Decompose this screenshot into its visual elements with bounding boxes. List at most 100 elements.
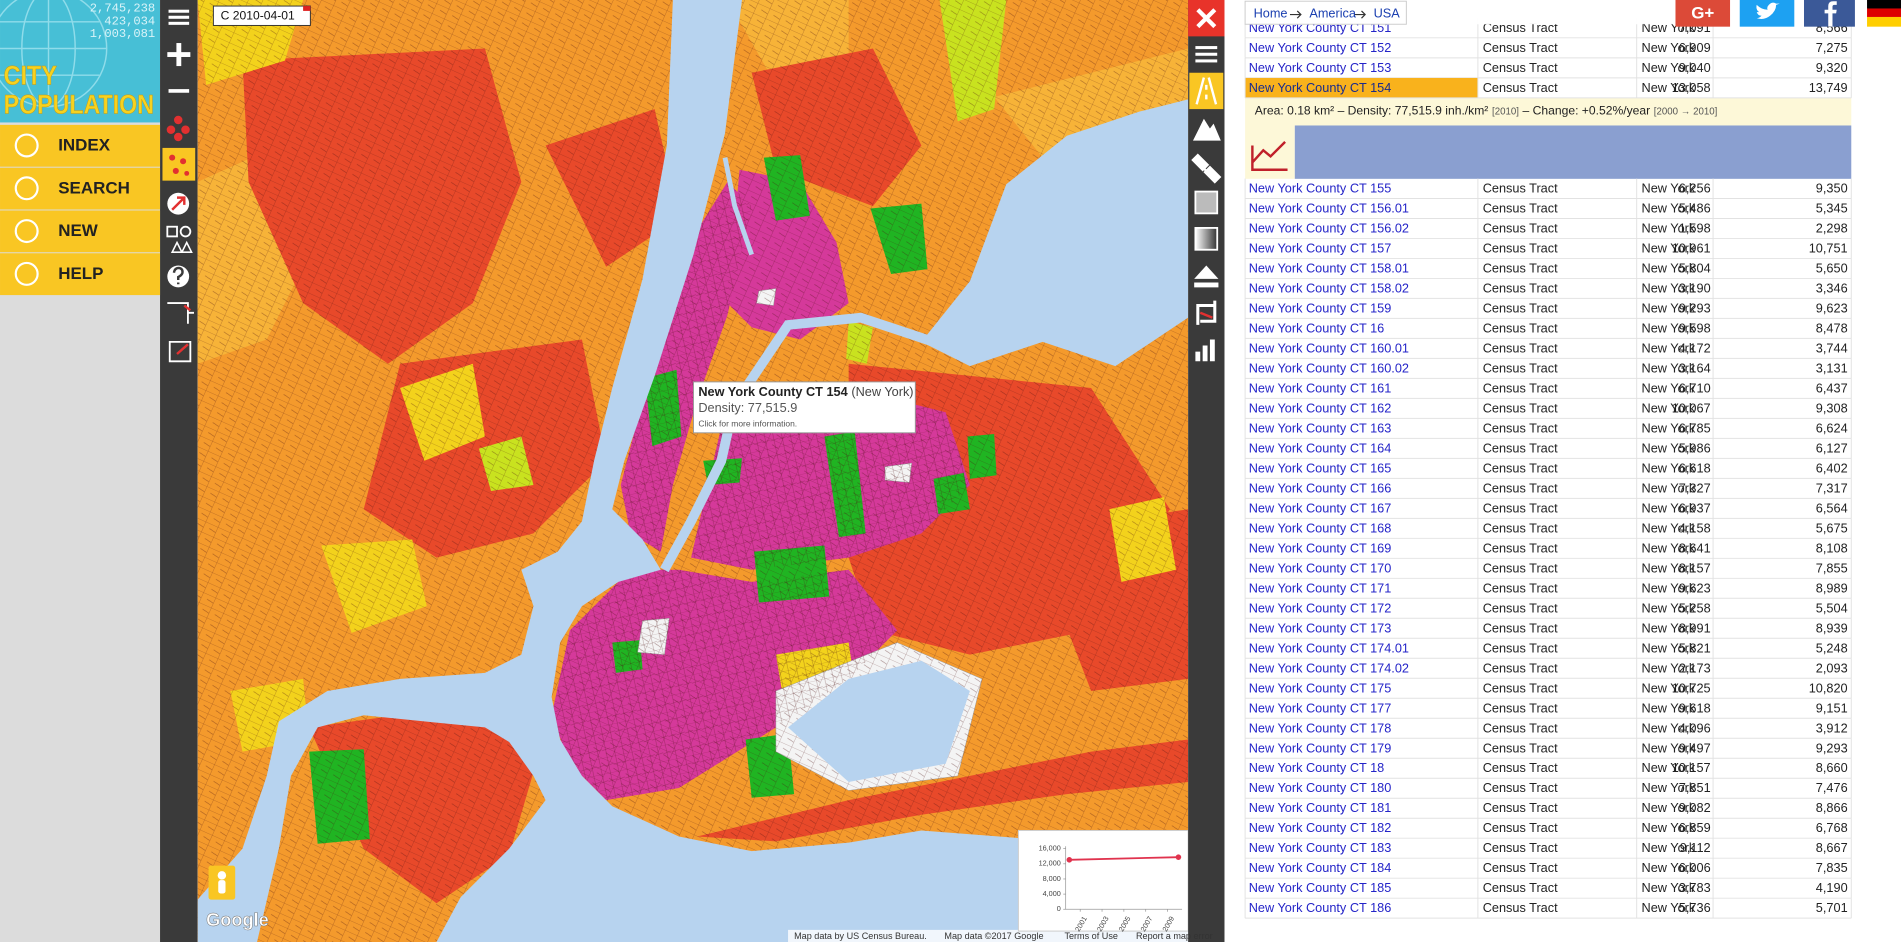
chart-row-icon[interactable] xyxy=(1251,140,1288,171)
share-label[interactable]: G+ xyxy=(1691,3,1714,22)
map[interactable] xyxy=(197,0,1189,942)
table-link[interactable]: New York County CT 186 xyxy=(1249,900,1392,915)
table-link[interactable]: New York County CT 161 xyxy=(1249,380,1392,395)
cluster-icon[interactable] xyxy=(181,125,190,134)
table-link[interactable]: New York County CT 170 xyxy=(1249,560,1392,575)
rotate-icon[interactable] xyxy=(1196,300,1217,325)
table-link[interactable]: New York County CT 160.01 xyxy=(1249,340,1409,355)
table-link[interactable]: New York County CT 180 xyxy=(1249,780,1392,795)
dots-icon[interactable] xyxy=(172,167,179,174)
table-link[interactable]: New York County CT 181 xyxy=(1249,800,1392,815)
table-link[interactable]: New York County CT 154 xyxy=(1249,80,1392,95)
menu-icon[interactable] xyxy=(168,21,190,25)
shapes-icon[interactable] xyxy=(179,225,192,238)
table-link[interactable]: New York County CT 183 xyxy=(1249,840,1392,855)
menu-label[interactable]: HELP xyxy=(58,264,103,283)
help-mark[interactable] xyxy=(172,266,184,285)
table-link[interactable]: New York County CT 155 xyxy=(1249,180,1392,195)
menu-label[interactable]: INDEX xyxy=(58,136,111,155)
road-active[interactable] xyxy=(1189,72,1224,110)
zoom-in[interactable] xyxy=(176,43,182,67)
menu-item[interactable] xyxy=(0,253,161,296)
facebook-f[interactable] xyxy=(1824,1,1837,27)
breadcrumb-link[interactable]: Home xyxy=(1254,5,1288,20)
table-link[interactable]: New York County CT 182 xyxy=(1249,820,1392,835)
eject-icon[interactable] xyxy=(1194,265,1219,288)
table-link[interactable]: New York County CT 174.01 xyxy=(1249,640,1409,655)
table-link[interactable]: New York County CT 159 xyxy=(1249,300,1392,315)
shapes-icon[interactable] xyxy=(166,225,178,238)
table-link[interactable]: New York County CT 171 xyxy=(1249,580,1392,595)
table-link[interactable]: New York County CT 158.01 xyxy=(1249,260,1409,275)
dots-active[interactable] xyxy=(162,147,196,181)
chart-icon[interactable] xyxy=(1195,339,1215,362)
dots-icon[interactable] xyxy=(169,154,176,161)
cluster-icon[interactable] xyxy=(166,125,176,134)
menu-label[interactable]: NEW xyxy=(58,221,98,240)
table-link[interactable]: New York County CT 163 xyxy=(1249,420,1392,435)
table-link[interactable]: New York County CT 160.02 xyxy=(1249,360,1409,375)
road-icon[interactable] xyxy=(1195,77,1218,105)
square-icon[interactable] xyxy=(1194,190,1219,215)
satellite-icon[interactable] xyxy=(1191,153,1222,184)
table-link[interactable]: New York County CT 184 xyxy=(1249,860,1392,875)
table-link[interactable]: New York County CT 164 xyxy=(1249,440,1392,455)
table-link[interactable]: New York County CT 175 xyxy=(1249,680,1392,695)
table-link[interactable]: New York County CT 18 xyxy=(1249,760,1385,775)
table-link[interactable]: New York County CT 178 xyxy=(1249,720,1392,735)
table-link[interactable]: New York County CT 166 xyxy=(1249,480,1392,495)
cluster-icon[interactable] xyxy=(173,115,183,125)
terrain-icon[interactable] xyxy=(1192,118,1221,141)
table-link[interactable]: New York County CT 173 xyxy=(1249,620,1392,635)
menu-label[interactable]: SEARCH xyxy=(58,178,130,197)
table-link[interactable]: New York County CT 158.02 xyxy=(1249,280,1409,295)
flag-de[interactable] xyxy=(1867,0,1901,9)
flag-de[interactable] xyxy=(1867,8,1901,17)
menu-icon[interactable] xyxy=(1195,46,1218,50)
menu-icon[interactable] xyxy=(168,15,190,19)
table-link[interactable]: New York County CT 156.02 xyxy=(1249,220,1409,235)
twitter-bird[interactable] xyxy=(1756,2,1780,19)
flag-de[interactable] xyxy=(1867,16,1901,27)
breadcrumb-link[interactable]: USA xyxy=(1374,5,1401,20)
rotate-mark[interactable] xyxy=(1199,311,1213,319)
menu-item[interactable] xyxy=(0,167,161,210)
zoom-out[interactable] xyxy=(168,89,190,93)
table-link[interactable]: New York County CT 185 xyxy=(1249,880,1392,895)
table-link[interactable]: New York County CT 179 xyxy=(1249,740,1392,755)
close-x[interactable] xyxy=(1196,8,1217,29)
table-link[interactable]: New York County CT 16 xyxy=(1249,320,1385,335)
table-link[interactable]: New York County CT 156.01 xyxy=(1249,200,1409,215)
locate-arrow[interactable] xyxy=(171,196,186,211)
toolbar-icons[interactable] xyxy=(162,9,196,363)
crop-icon[interactable] xyxy=(168,340,192,363)
breadcrumb-link[interactable]: America xyxy=(1309,5,1357,20)
crop-mark[interactable] xyxy=(176,343,189,355)
table-link[interactable]: New York County CT 172 xyxy=(1249,600,1392,615)
menu-item[interactable] xyxy=(0,210,161,253)
cluster-icon[interactable] xyxy=(173,132,183,142)
contrast-icon[interactable] xyxy=(1194,227,1219,251)
attribution[interactable]: Terms of Use xyxy=(1064,931,1117,941)
table-link[interactable]: New York County CT 153 xyxy=(1249,60,1392,75)
shapes-icon[interactable] xyxy=(170,240,193,253)
menu-icon[interactable] xyxy=(1195,59,1218,63)
attribution[interactable]: Report a map error xyxy=(1136,931,1213,941)
dots-icon[interactable] xyxy=(180,158,187,165)
table-link[interactable]: New York County CT 152 xyxy=(1249,40,1392,55)
table-link[interactable]: New York County CT 174.02 xyxy=(1249,660,1409,675)
table-link[interactable]: New York County CT 162 xyxy=(1249,400,1392,415)
table-link[interactable]: New York County CT 165 xyxy=(1249,460,1392,475)
menu-item[interactable] xyxy=(0,124,161,167)
crop-icon[interactable] xyxy=(167,302,194,324)
table-link[interactable]: New York County CT 168 xyxy=(1249,520,1392,535)
dots-icon[interactable] xyxy=(184,170,190,176)
share-google[interactable] xyxy=(1675,0,1731,27)
table-link[interactable]: New York County CT 177 xyxy=(1249,700,1392,715)
table-link[interactable]: New York County CT 169 xyxy=(1249,540,1392,555)
menu-icon[interactable] xyxy=(1195,52,1218,56)
table-link[interactable]: New York County CT 157 xyxy=(1249,240,1392,255)
crop-mark[interactable] xyxy=(183,304,192,312)
menu-icon[interactable] xyxy=(168,9,190,13)
table-link[interactable]: New York County CT 167 xyxy=(1249,500,1392,515)
